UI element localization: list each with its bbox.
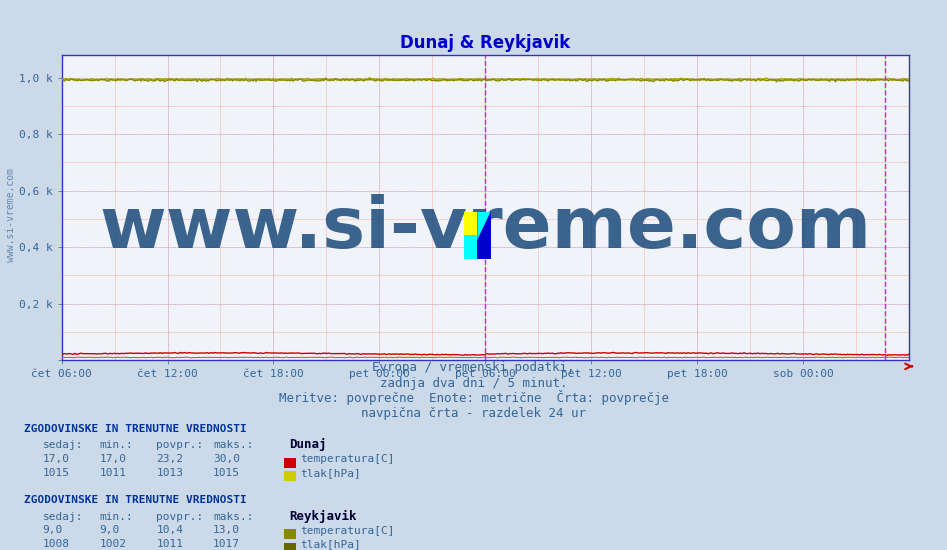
Text: 10,4: 10,4 <box>156 525 184 536</box>
Text: Dunaj: Dunaj <box>289 438 327 451</box>
Text: 13,0: 13,0 <box>213 525 241 536</box>
Text: povpr.:: povpr.: <box>156 512 204 522</box>
Text: 1013: 1013 <box>156 468 184 478</box>
Text: maks.:: maks.: <box>213 440 254 450</box>
Text: 1011: 1011 <box>156 539 184 549</box>
Text: 1017: 1017 <box>213 539 241 549</box>
Text: 23,2: 23,2 <box>156 454 184 464</box>
Text: 17,0: 17,0 <box>99 454 127 464</box>
Bar <box>464 212 477 235</box>
Text: 30,0: 30,0 <box>213 454 241 464</box>
Text: tlak[hPa]: tlak[hPa] <box>300 539 361 549</box>
Text: 9,0: 9,0 <box>43 525 63 536</box>
Bar <box>464 235 477 258</box>
Polygon shape <box>477 212 491 240</box>
Text: min.:: min.: <box>99 440 134 450</box>
Text: maks.:: maks.: <box>213 512 254 522</box>
Text: 1015: 1015 <box>213 468 241 478</box>
Text: Meritve: povprečne  Enote: metrične  Črta: povprečje: Meritve: povprečne Enote: metrične Črta:… <box>278 390 669 405</box>
Text: navpična črta - razdelek 24 ur: navpična črta - razdelek 24 ur <box>361 408 586 420</box>
Polygon shape <box>477 212 491 258</box>
Text: 9,0: 9,0 <box>99 525 119 536</box>
Title: Dunaj & Reykjavik: Dunaj & Reykjavik <box>401 34 570 52</box>
Text: www.si-vreme.com: www.si-vreme.com <box>7 168 16 261</box>
Text: 17,0: 17,0 <box>43 454 70 464</box>
Text: 1015: 1015 <box>43 468 70 478</box>
Text: sedaj:: sedaj: <box>43 440 83 450</box>
Text: zadnja dva dni / 5 minut.: zadnja dva dni / 5 minut. <box>380 377 567 389</box>
Text: temperatura[C]: temperatura[C] <box>300 525 395 536</box>
Text: min.:: min.: <box>99 512 134 522</box>
Text: Reykjavik: Reykjavik <box>289 510 356 522</box>
Text: povpr.:: povpr.: <box>156 440 204 450</box>
Text: 1011: 1011 <box>99 468 127 478</box>
Text: www.si-vreme.com: www.si-vreme.com <box>99 195 871 263</box>
Text: sedaj:: sedaj: <box>43 512 83 522</box>
Text: ZGODOVINSKE IN TRENUTNE VREDNOSTI: ZGODOVINSKE IN TRENUTNE VREDNOSTI <box>24 424 246 434</box>
Text: temperatura[C]: temperatura[C] <box>300 454 395 464</box>
Text: tlak[hPa]: tlak[hPa] <box>300 468 361 478</box>
Text: ZGODOVINSKE IN TRENUTNE VREDNOSTI: ZGODOVINSKE IN TRENUTNE VREDNOSTI <box>24 495 246 505</box>
Text: 1008: 1008 <box>43 539 70 549</box>
Text: Evropa / vremenski podatki,: Evropa / vremenski podatki, <box>372 361 575 374</box>
Text: 1002: 1002 <box>99 539 127 549</box>
